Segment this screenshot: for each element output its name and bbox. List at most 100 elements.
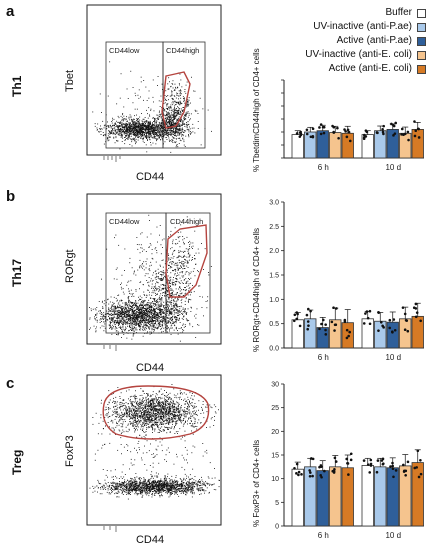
data-point [419,458,422,462]
data-point [343,318,347,322]
data-point [364,129,368,132]
bar [316,327,329,349]
bar [399,132,412,159]
data-point [417,127,420,131]
data-point [394,469,398,472]
legend-swatch [417,51,426,60]
data-point [382,124,385,128]
row-label-th1: Th1 [10,75,24,97]
gate-cd44high-a [162,41,206,149]
bar [291,134,304,159]
data-point [377,311,380,314]
y-tick-label: 15 [271,453,279,460]
bar [386,129,399,159]
bar-chart-b: 0.0 0.5 1.0 1.5 2.0 2.5 3.0 6 h 10 d [269,200,424,362]
flow-ylabel-foxp3: FoxP3 [64,435,76,467]
data-point [292,319,296,323]
y-tick-label: 1.5 [269,273,279,280]
data-point [323,469,326,473]
data-point [404,469,408,473]
legend-item: Active (anti-P.ae) [253,34,428,48]
data-point [400,127,404,131]
data-point [347,334,350,338]
data-point [391,467,395,470]
data-point [419,472,423,476]
data-point [337,136,340,140]
data-point [390,122,393,126]
data-point [362,459,366,462]
data-point [293,466,296,470]
y-tick-label: 0.0 [269,346,279,353]
data-point [349,458,353,462]
legend-item: UV-inactive (anti-P.ae) [253,20,428,34]
data-point [401,306,405,309]
data-point [414,315,418,319]
data-point [392,318,396,321]
legend-label: Active (anti-P.ae) [336,35,412,46]
flow-plot-th1: CD44low CD44high [86,4,222,162]
data-point [324,333,328,336]
data-point [332,306,335,310]
row-label-th17: Th17 [10,258,24,287]
gate-label-high-b: CD44high [170,217,203,226]
y-tick-label: 0 [275,524,279,531]
data-point [305,128,309,132]
gate-polygon-a [161,71,191,129]
bar [411,129,424,159]
data-point [332,130,335,134]
data-point [368,471,372,474]
legend-swatch [417,37,426,46]
data-point [402,133,405,136]
data-point [324,328,327,332]
y-tick-label: 10 [271,476,279,483]
data-point [382,462,385,465]
data-point [413,466,417,470]
data-point [381,324,384,328]
data-point [406,329,410,333]
bar [341,132,354,159]
data-point [365,310,369,313]
data-point [333,323,337,327]
data-point [388,326,392,330]
data-point [320,322,323,326]
data-point [324,323,327,326]
data-point [369,464,373,467]
data-point [320,475,323,479]
data-point [297,470,301,474]
data-point [336,126,339,130]
data-point [345,328,349,332]
data-point [392,124,396,128]
data-point [311,474,314,478]
data-point [369,458,373,462]
data-point [391,464,395,468]
data-point [404,474,407,477]
y-tick-label: 2.5 [269,224,279,231]
legend-swatch [417,65,426,74]
data-point [347,130,351,134]
data-point [335,307,338,310]
gate-polygon-b [165,224,208,298]
bar [399,318,412,349]
data-point [417,136,421,139]
flow-plot-th17: CD44low CD44high [86,193,222,351]
y-tick-label: 20 [271,429,279,436]
flow-dots-th17 [89,214,212,342]
legend: Buffer UV-inactive (anti-P.ae) Active (a… [253,6,428,76]
data-point [376,131,379,135]
y-tick-label: 30 [271,382,279,389]
flow-dots-th1 [92,61,212,153]
panel-c-letter: c [6,375,15,392]
data-point [412,306,416,309]
data-point [414,302,418,306]
data-point [309,471,312,474]
data-point [362,137,366,141]
bar-chart-a: 6 h 10 d [281,79,424,172]
bar [341,467,354,527]
data-point [306,327,309,331]
data-point [419,319,422,323]
data-point [405,319,409,322]
panel-a-letter: a [6,3,15,20]
data-point [306,307,310,311]
bar-ylabel-c: % FoxP3+ of CD4+ cells [252,439,261,527]
data-point [400,133,403,136]
